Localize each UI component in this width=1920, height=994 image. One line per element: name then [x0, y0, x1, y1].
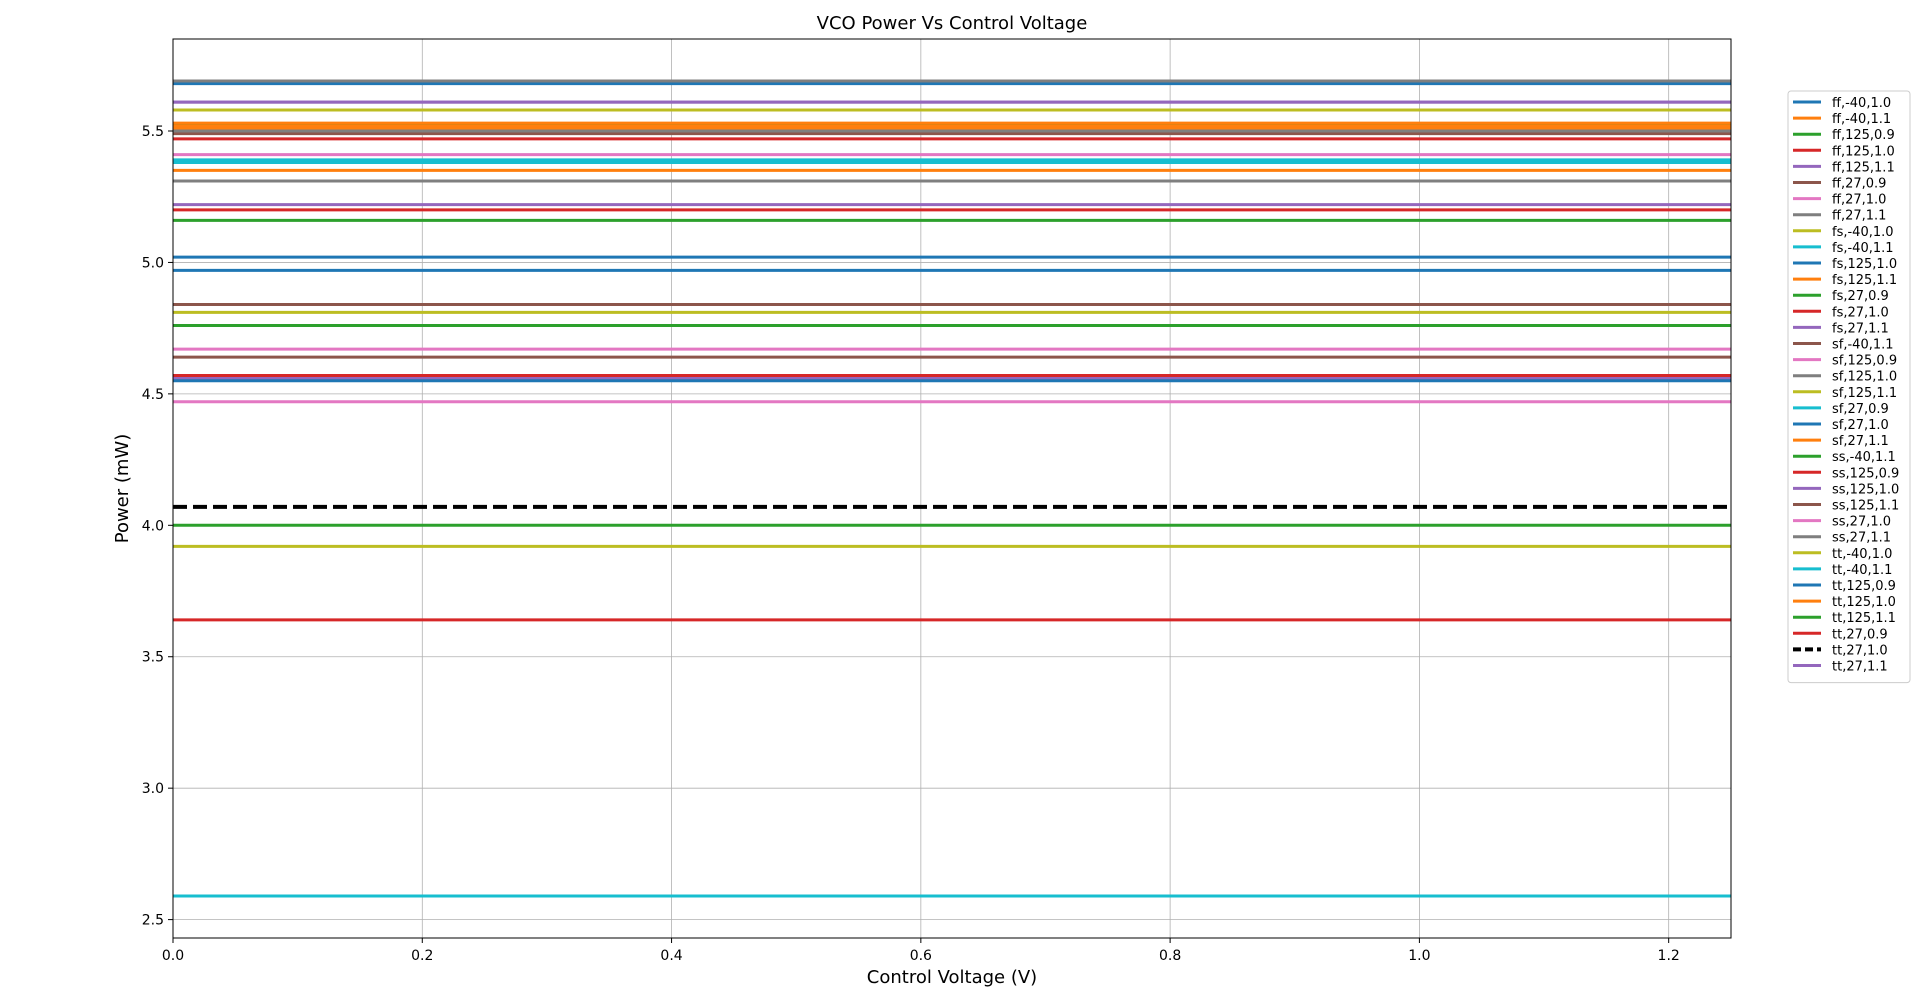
y-tick-label: 5.0 — [142, 255, 164, 271]
legend-label: tt,125,0.9 — [1832, 579, 1896, 594]
legend-label: sf,125,1.0 — [1832, 370, 1897, 385]
legend-label: ff,27,1.1 — [1832, 209, 1886, 224]
legend-label: tt,27,1.1 — [1832, 660, 1888, 675]
y-tick-label: 3.0 — [142, 781, 164, 797]
legend-label: ss,125,1.0 — [1832, 482, 1899, 497]
grid-layer — [172, 39, 1731, 938]
legend-label: tt,-40,1.1 — [1832, 563, 1892, 578]
x-tick-label: 0.2 — [411, 948, 433, 964]
legend-label: ff,-40,1.1 — [1832, 112, 1891, 127]
y-tick-label: 4.0 — [142, 518, 164, 534]
legend-label: fs,-40,1.1 — [1832, 241, 1894, 256]
legend-label: sf,27,1.0 — [1832, 418, 1889, 433]
legend-label: ss,-40,1.1 — [1832, 450, 1896, 465]
x-axis-label: Control Voltage (V) — [867, 967, 1037, 988]
legend-label: tt,-40,1.0 — [1832, 547, 1892, 562]
legend-label: fs,27,1.0 — [1832, 305, 1889, 320]
legend-label: ss,27,1.0 — [1832, 515, 1891, 530]
legend-label: sf,-40,1.1 — [1832, 338, 1894, 353]
axis-layer: 0.0 0.2 0.4 0.6 0.8 1.0 1.2 2.5 3.0 3.5 4.0 4.5 5.0 5… — [142, 124, 1680, 964]
legend-label: fs,125,1.1 — [1832, 273, 1897, 288]
legend-label: ss,27,1.1 — [1832, 531, 1891, 546]
legend-box — [1787, 90, 1911, 684]
x-tick-label: 0.6 — [910, 948, 932, 964]
legend-label: ff,125,1.0 — [1832, 144, 1895, 159]
legend-label: tt,27,1.0 — [1832, 643, 1888, 658]
y-axis-label: Power (mW) — [112, 434, 133, 544]
legend: ff,-40,1.0ff,-40,1.1ff,125,0.9ff,125,1.0… — [1787, 90, 1911, 684]
legend-label: fs,27,0.9 — [1832, 289, 1889, 304]
legend-label: sf,27,0.9 — [1832, 402, 1889, 417]
x-tick-label: 0.8 — [1159, 948, 1181, 964]
legend-label: ff,-40,1.0 — [1832, 96, 1891, 111]
legend-label: ff,27,0.9 — [1832, 177, 1886, 192]
legend-label: ff,125,0.9 — [1832, 128, 1895, 143]
legend-label: tt,125,1.0 — [1832, 595, 1896, 610]
legend-label: fs,27,1.1 — [1832, 321, 1889, 336]
legend-label: tt,125,1.1 — [1832, 611, 1896, 626]
legend-label: tt,27,0.9 — [1832, 627, 1888, 642]
plot-frame — [172, 38, 1732, 939]
legend-label: ss,125,1.1 — [1832, 499, 1899, 514]
legend-label: sf,125,1.1 — [1832, 386, 1897, 401]
legend-label: fs,-40,1.0 — [1832, 225, 1894, 240]
legend-label: fs,125,1.0 — [1832, 257, 1897, 272]
chart-title: VCO Power Vs Control Voltage — [817, 13, 1088, 34]
y-tick-label: 4.5 — [142, 387, 164, 403]
x-tick-label: 0.0 — [162, 948, 184, 964]
legend-label: sf,125,0.9 — [1832, 354, 1897, 369]
legend-label: ff,125,1.1 — [1832, 160, 1895, 175]
y-tick-label: 2.5 — [142, 913, 164, 929]
x-tick-label: 1.2 — [1658, 948, 1680, 964]
y-tick-label: 3.5 — [142, 650, 164, 666]
legend-label: sf,27,1.1 — [1832, 434, 1889, 449]
legend-label: ss,125,0.9 — [1832, 466, 1899, 481]
x-tick-label: 1.0 — [1408, 948, 1430, 964]
x-tick-label: 0.4 — [660, 948, 682, 964]
series-layer — [173, 79, 1731, 898]
y-tick-label: 5.5 — [142, 124, 164, 140]
legend-label: ff,27,1.0 — [1832, 193, 1886, 208]
